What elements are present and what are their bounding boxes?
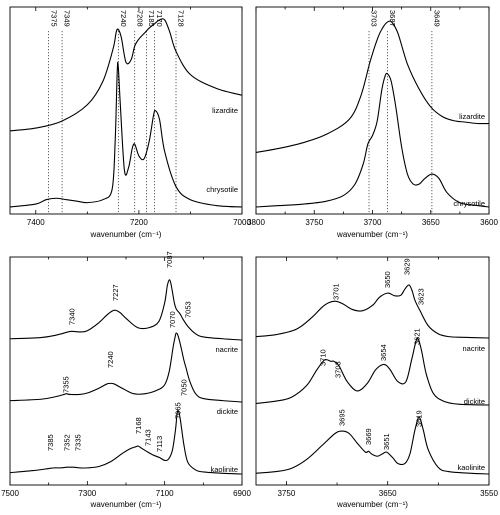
peak-label: 3654 [379, 344, 388, 361]
peak-label: 3621 [413, 328, 422, 345]
peak-label: 7065 [174, 402, 183, 419]
spectrum-curve-lizardite [255, 20, 490, 154]
peak-label: 7240 [119, 10, 128, 27]
series-label-kaolinite: kaolinite [457, 463, 485, 472]
spectrum-curve-dickite [255, 337, 490, 406]
peak-label: 7168 [134, 417, 143, 434]
spectrum-curve-nacrite [255, 284, 490, 339]
x-tick-label: 3700 [364, 218, 382, 227]
x-tick-label: 3650 [422, 218, 440, 227]
peak-label: 7349 [63, 10, 72, 27]
x-tick-label: 3600 [480, 218, 498, 227]
spectrum-curve-kaolinite [9, 410, 243, 475]
peak-label: 3710 [318, 349, 327, 366]
peak-label: 7070 [168, 311, 177, 328]
peak-label: 3651 [382, 433, 391, 450]
peak-label: 7240 [106, 351, 115, 368]
x-tick-label: 3750 [305, 218, 323, 227]
spectrum-curve-nacrite [9, 279, 243, 341]
plot-frame [255, 6, 490, 215]
peak-label: 7087 [165, 251, 174, 268]
peak-label: 7143 [144, 429, 153, 446]
series-label-lizardite: lizardite [459, 112, 485, 121]
peak-label: 3695 [338, 409, 347, 426]
spectrum-curve-chrysotile [255, 72, 490, 208]
peak-label: 7375 [49, 10, 58, 27]
x-axis-label: wavenumber (cm⁻¹) [90, 500, 162, 509]
peak-label: 3629 [402, 258, 411, 275]
x-tick-label: 7500 [1, 489, 19, 498]
series-label-dickite: dickite [464, 397, 485, 406]
peak-label: 7227 [111, 284, 120, 301]
peak-label: 3701 [332, 283, 341, 300]
spectrum-curve-lizardite [9, 18, 243, 132]
spectrum-curve-dickite [9, 332, 243, 403]
plot-frame [9, 6, 243, 215]
peak-label: 7385 [46, 434, 55, 451]
x-axis-label: wavenumber (cm⁻¹) [336, 500, 408, 509]
peak-label: 7352 [63, 434, 72, 451]
x-tick-label: 7300 [78, 489, 96, 498]
peak-label: 7170 [155, 10, 164, 27]
series-label-dickite: dickite [217, 407, 238, 416]
x-tick-label: 3750 [277, 489, 295, 498]
peak-label: 3687 [388, 10, 397, 27]
peak-label: 7335 [73, 434, 82, 451]
spectrum-curve-kaolinite [255, 416, 490, 475]
x-tick-label: 3800 [247, 218, 265, 227]
peak-label: 3703 [370, 10, 379, 27]
panel-serpentine-overtone: 7400 7200 7000 wavenumber (cm⁻¹) 7375 7349 724… [9, 6, 251, 239]
x-tick-label: 7400 [27, 218, 45, 227]
x-tick-label: 7100 [156, 489, 174, 498]
series-label-chrysotile: chrysotile [206, 185, 238, 194]
peak-label: 7340 [67, 308, 76, 325]
series-label-lizardite: lizardite [212, 106, 238, 115]
x-axis-label: wavenumber (cm⁻¹) [336, 230, 408, 239]
x-tick-label: 7200 [130, 218, 148, 227]
x-tick-label: 6900 [233, 489, 251, 498]
panel-kaolin-fundamental: 3750 3650 3550 wavenumber (cm⁻¹) nacrite dick… [255, 256, 498, 509]
peak-label: 7208 [135, 10, 144, 27]
peak-label: 3669 [364, 428, 373, 445]
spectrum-curve-chrysotile [9, 61, 243, 208]
peak-label: 3703 [334, 361, 343, 378]
x-tick-label: 3650 [379, 489, 397, 498]
series-label-nacrite: nacrite [462, 344, 485, 353]
x-tick-label: 7000 [233, 218, 251, 227]
peak-label: 3649 [433, 10, 442, 27]
peak-label: 7050 [180, 379, 189, 396]
peak-label: 7113 [155, 436, 164, 452]
series-label-kaolinite: kaolinite [210, 465, 238, 474]
series-label-chrysotile: chrysotile [453, 199, 485, 208]
x-tick-label: 3550 [480, 489, 498, 498]
peak-label: 3650 [383, 271, 392, 288]
peak-label: 3619 [415, 410, 424, 427]
peak-label: 7355 [62, 376, 71, 393]
panel-kaolin-overtone: 7500 7300 7100 6900 wavenumber (cm⁻¹) nacrite… [1, 251, 251, 509]
peak-label: 7128 [177, 10, 186, 27]
peak-label: 7185 [147, 10, 156, 27]
panel-serpentine-fundamental: 3800 3750 3700 3650 3600 wavenumber (cm⁻¹) 370… [247, 6, 498, 239]
plot-frame [255, 256, 490, 486]
peak-label: 7053 [183, 301, 192, 318]
peak-label: 3623 [417, 288, 426, 305]
series-label-nacrite: nacrite [215, 345, 238, 354]
x-axis-label: wavenumber (cm⁻¹) [90, 230, 162, 239]
